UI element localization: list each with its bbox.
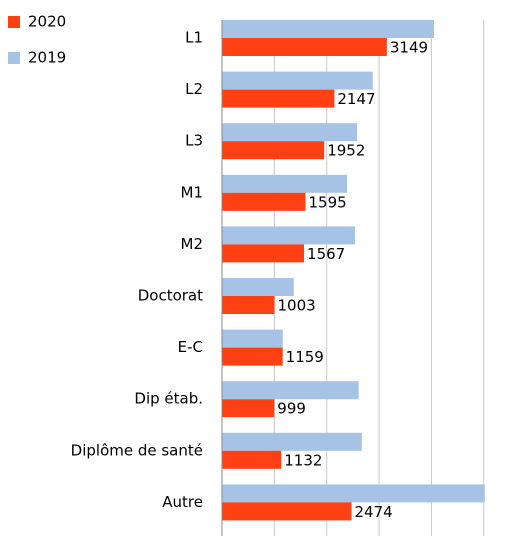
value-label: 1132 xyxy=(284,451,322,469)
y-tick-label: Dip étab. xyxy=(134,390,203,408)
legend-swatch xyxy=(8,16,20,28)
y-tick-label: Diplôme de santé xyxy=(71,441,203,459)
legend-label: 2019 xyxy=(28,49,66,67)
bar xyxy=(222,226,355,245)
value-label: 2147 xyxy=(337,90,375,108)
bar xyxy=(222,278,294,296)
y-tick-label: M1 xyxy=(181,183,204,201)
bar xyxy=(222,71,373,90)
y-tick-label: Doctorat xyxy=(138,287,203,305)
value-label: 3149 xyxy=(390,39,428,57)
bar xyxy=(222,347,283,366)
y-tick-label: L1 xyxy=(185,29,203,47)
y-tick-label: L3 xyxy=(185,132,203,150)
legend-label: 2020 xyxy=(28,13,66,31)
value-label: 1567 xyxy=(307,245,345,263)
bar xyxy=(222,89,335,108)
bar xyxy=(222,296,275,314)
y-tick-label: M2 xyxy=(181,235,204,253)
bar xyxy=(222,141,325,160)
value-label: 1595 xyxy=(309,193,347,211)
bar xyxy=(222,399,275,418)
bar xyxy=(222,432,362,451)
bar xyxy=(222,192,306,211)
value-label: 1952 xyxy=(327,142,365,160)
bar xyxy=(222,450,282,469)
bar xyxy=(222,174,348,193)
bar xyxy=(222,502,352,521)
bar xyxy=(222,38,387,56)
bar xyxy=(222,329,283,348)
bar xyxy=(222,381,359,400)
bar xyxy=(222,20,435,38)
bar xyxy=(222,244,305,263)
value-label: 2474 xyxy=(355,503,393,521)
legend-swatch xyxy=(8,52,20,64)
value-label: 1159 xyxy=(286,348,324,366)
y-tick-label: L2 xyxy=(185,80,203,98)
y-tick-label: E-C xyxy=(178,338,203,356)
y-tick-label: Autre xyxy=(162,493,203,511)
bar xyxy=(222,484,485,503)
bar xyxy=(222,123,358,142)
value-label: 1003 xyxy=(278,297,316,315)
value-label: 999 xyxy=(277,400,306,418)
